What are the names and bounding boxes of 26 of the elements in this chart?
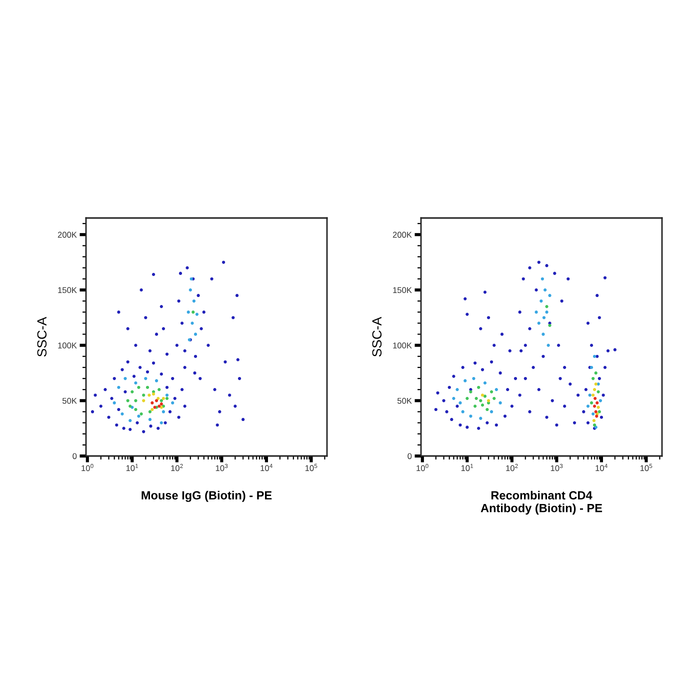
y-tick-label: 100K [58,342,77,348]
x-axis-title: Recombinant CD4 Antibody (Biotin) - PE [480,490,602,515]
y-tick-label: 50K [397,398,412,404]
x-tick-label: 10$^{5}$ [305,464,318,472]
x-tick-label: 10$^{5}$ [640,464,652,472]
x-tick-label: 10$^{1}$ [461,464,474,472]
x-axis-title: Mouse IgG (Biotin) - PE [142,490,272,502]
y-tick-label: 50K [62,398,77,404]
x-tick-label: 10$^{0}$ [416,464,428,472]
x-tick-label: 10$^{4}$ [596,464,608,472]
y-tick-label: 200K [58,232,77,238]
x-tick-label: 10$^{0}$ [82,464,94,472]
x-tick-label: 10$^{2}$ [171,464,183,472]
x-tick-label: 10$^{3}$ [216,464,228,472]
x-tick-label: 10$^{3}$ [550,464,563,472]
y-tick-label: 0 [72,453,77,460]
y-tick-label: 150K [393,287,412,294]
y-tick-label: 150K [58,287,77,294]
x-tick-label: 10$^{1}$ [126,464,138,472]
y-tick-label: 200K [392,232,412,238]
y-tick-label: 100K [393,342,412,348]
x-tick-label: 10$^{2}$ [506,464,518,472]
y-tick-label: 0 [408,453,412,460]
y-axis-title: SSC-A [372,316,382,357]
y-axis-title: SSC-A [37,316,47,357]
x-tick-label: 10$^{4}$ [260,464,272,472]
